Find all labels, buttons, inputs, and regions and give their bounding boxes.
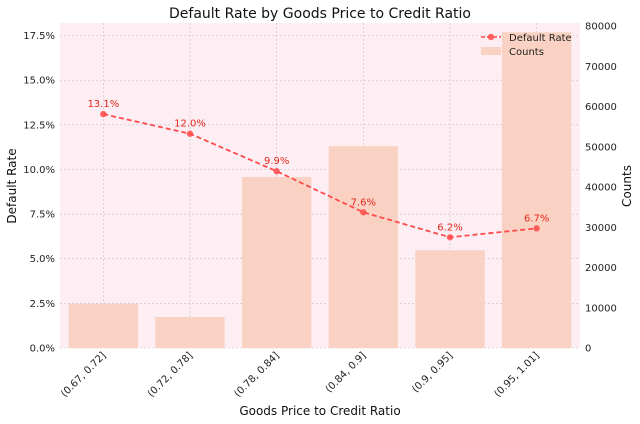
default-rate-data-label: 12.0% [174,119,206,130]
bar-count [502,32,572,349]
default-rate-data-label: 9.9% [264,156,289,167]
y-left-tick-label: 2.5% [30,299,55,310]
x-tick-label: (0.72, 0.78] [146,350,195,399]
bar-count [415,250,485,348]
default-rate-point [273,168,280,175]
y-right-tick-label: 60000 [585,102,617,113]
x-tick-label: (0.78, 0.84] [233,350,282,399]
grid-lines [60,23,580,349]
bar-count [155,317,225,348]
legend-label-counts: Counts [509,47,544,58]
y-left-tick-label: 15.0% [23,76,55,87]
default-rate-data-label: 6.2% [437,222,462,233]
y-axis-right-ticks: 0 10000 20000 30000 40000 50000 60000 70000 8000… [585,22,617,355]
y-left-tick-label: 5.0% [30,254,55,265]
y-axis-right-label: Counts [620,165,634,207]
default-rate-point [100,110,107,118]
bar-count [328,146,398,348]
x-tick-label: (0.95, 1.01] [493,350,542,399]
x-tick-label: (0.67, 0.72] [59,350,108,399]
y-right-tick-label: 0 [585,344,591,355]
bar-series-counts [68,32,572,349]
y-right-tick-label: 30000 [585,223,617,234]
default-rate-line [103,113,537,239]
plot-background [60,23,580,348]
default-rate-data-label: 7.6% [351,197,376,208]
y-right-tick-label: 10000 [585,303,617,314]
y-left-tick-label: 10.0% [23,165,55,176]
line-series-default-rate [100,110,540,241]
y-left-tick-label: 7.5% [30,210,55,221]
legend: Default Rate Counts [481,33,572,58]
y-right-tick-label: 40000 [585,183,617,194]
x-tick-label: (0.9, 0.95] [410,350,455,395]
data-labels: 13.1% 12.0% 9.9% 7.6% 6.2% 6.7% [87,99,549,233]
legend-swatch-counts [481,47,501,55]
y-axis-left-ticks: 0.0% 2.5% 5.0% 7.5% 10.0% 12.5% 15.0% 17.5% [23,31,55,355]
default-rate-point [446,234,454,241]
legend-label-default-rate: Default Rate [509,33,572,44]
default-rate-data-label: 13.1% [87,99,119,110]
bar-count [242,177,312,348]
default-rate-data-label: 6.7% [524,213,549,224]
y-right-tick-label: 70000 [585,62,617,73]
y-right-tick-label: 50000 [585,142,617,153]
default-rate-point [533,225,540,232]
chart-title: Default Rate by Goods Price to Credit Ra… [169,6,471,22]
y-right-tick-label: 80000 [585,22,617,33]
y-left-tick-label: 0.0% [30,344,55,355]
bar-count [68,303,138,348]
x-axis-label: Goods Price to Credit Ratio [239,404,400,418]
y-right-tick-label: 20000 [585,263,617,274]
y-left-tick-label: 17.5% [23,31,55,42]
y-axis-left-label: Default Rate [5,148,19,223]
x-tick-label: (0.84, 0.9] [324,350,369,395]
legend-marker-default-rate [487,33,495,41]
default-rate-point [360,209,367,216]
x-axis-ticks: (0.67, 0.72] (0.72, 0.78] (0.78, 0.84] (0.8… [59,350,542,399]
y-left-tick-label: 12.5% [23,120,55,131]
default-rate-point [186,130,194,137]
